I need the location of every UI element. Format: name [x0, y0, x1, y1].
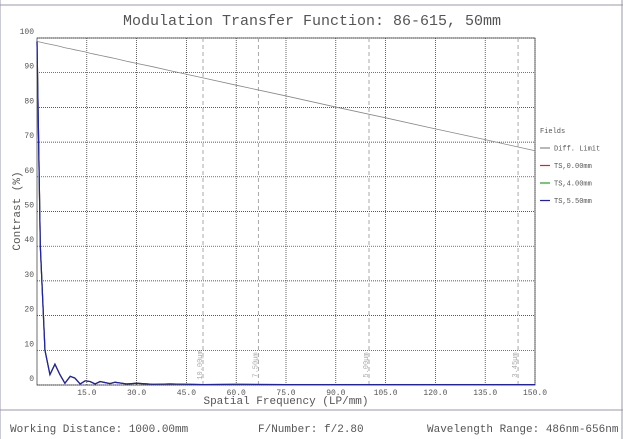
footer-text: Working Distance: 1000.00mm — [10, 424, 189, 436]
legend-title: Fields — [540, 128, 565, 136]
y-tick-label: 60 — [24, 167, 34, 176]
y-tick-label: 0 — [29, 375, 34, 384]
legend-label: TS,0.00mm — [554, 163, 592, 171]
reference-label: 7.50µm — [252, 352, 260, 377]
x-tick-label: 105.0 — [374, 389, 398, 398]
x-tick-label: 75.0 — [276, 389, 295, 398]
x-tick-label: 45.0 — [177, 389, 196, 398]
y-tick-label: 10 — [24, 340, 34, 349]
y-tick-label: 70 — [24, 132, 34, 141]
y-tick-label: 80 — [24, 97, 34, 106]
footer-text: Wavelength Range: 486nm-656nm — [427, 424, 619, 436]
x-axis-label: Spatial Frequency (LP/mm) — [203, 396, 368, 408]
legend-label: TS,4.00mm — [554, 181, 592, 189]
legend-label: Diff. Limit — [554, 146, 600, 154]
x-tick-label: 135.0 — [473, 389, 497, 398]
series-line — [36, 41, 535, 386]
chart-title: Modulation Transfer Function: 86-615, 50… — [123, 13, 501, 30]
x-tick-label: 15.0 — [77, 389, 96, 398]
y-tick-label: 30 — [24, 271, 34, 280]
y-axis-label: Contrast (%) — [12, 171, 24, 250]
series-line — [36, 41, 536, 152]
x-tick-label: 150.0 — [523, 389, 547, 398]
reference-label: 10.00µm — [197, 350, 205, 379]
x-tick-label: 90.0 — [326, 389, 345, 398]
y-tick-label: 90 — [24, 63, 34, 72]
footer-text: F/Number: f/2.80 — [258, 424, 364, 436]
x-tick-label: 60.0 — [227, 389, 246, 398]
y-tick-label: 40 — [24, 236, 34, 245]
y-tick-label: 20 — [24, 306, 34, 315]
reference-label: 3.45µm — [512, 352, 520, 377]
y-tick-label: 100 — [20, 28, 35, 37]
reference-label: 5.00µm — [363, 352, 371, 377]
legend-label: TS,5.50mm — [554, 198, 592, 206]
x-tick-label: 120.0 — [423, 389, 447, 398]
x-tick-label: 30.0 — [127, 389, 146, 398]
y-tick-label: 50 — [24, 202, 34, 211]
